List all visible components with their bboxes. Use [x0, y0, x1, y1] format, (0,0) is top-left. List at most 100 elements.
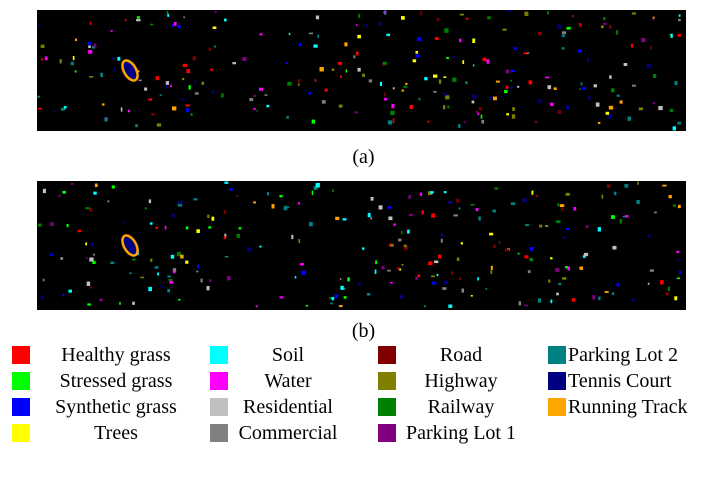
pixel: [639, 108, 643, 111]
pixel: [299, 239, 301, 243]
pixel: [166, 86, 168, 89]
pixel: [89, 76, 93, 78]
pixel: [491, 266, 493, 270]
pixel: [87, 42, 90, 45]
pixel: [224, 236, 226, 239]
pixel: [567, 266, 570, 270]
pixel: [150, 259, 152, 262]
caption: (a): [0, 146, 727, 169]
pixel: [256, 306, 258, 308]
pixel: [67, 224, 69, 227]
pixel: [167, 11, 169, 15]
pixel: [525, 224, 529, 226]
pixel: [102, 103, 105, 105]
pixel: [447, 106, 449, 109]
pixel: [280, 296, 284, 298]
pixel: [62, 191, 66, 194]
pixel: [113, 57, 115, 59]
pixel: [148, 98, 152, 100]
pixel: [557, 203, 559, 206]
pixel: [178, 25, 181, 29]
pixel: [186, 108, 189, 112]
pixel: [379, 205, 383, 209]
pixel: [45, 56, 48, 60]
pixel: [478, 216, 481, 220]
pixel: [628, 117, 632, 121]
pixel: [511, 202, 515, 205]
pixel: [448, 305, 452, 308]
classification-map: [37, 10, 686, 131]
pixel: [60, 257, 63, 260]
pixel: [462, 289, 465, 293]
pixel: [550, 257, 553, 259]
pixel: [483, 58, 487, 61]
pixel: [620, 100, 623, 103]
pixel: [614, 192, 616, 195]
pixel: [189, 85, 191, 89]
pixel: [315, 79, 317, 82]
pixel: [37, 96, 40, 98]
pixel: [111, 30, 113, 32]
pixel: [623, 216, 625, 218]
pixel: [370, 217, 372, 220]
caption: (b): [0, 320, 727, 343]
pixel: [548, 85, 552, 89]
pixel: [437, 18, 440, 21]
pixel: [242, 57, 246, 61]
pixel: [506, 86, 509, 89]
pixel: [598, 122, 600, 124]
pixel: [316, 16, 319, 20]
pixel: [119, 302, 121, 305]
pixel: [298, 202, 300, 204]
pixel: [430, 191, 434, 193]
pixel: [611, 88, 615, 92]
pixel: [340, 76, 342, 78]
pixel: [451, 271, 453, 274]
pixel: [93, 192, 96, 195]
pixel: [536, 195, 538, 198]
pixel: [620, 219, 622, 223]
pixel: [87, 303, 91, 305]
pixel: [186, 69, 190, 73]
pixel: [648, 283, 650, 285]
pixel: [558, 24, 561, 28]
pixel: [167, 289, 170, 292]
pixel: [510, 80, 512, 82]
pixel: [413, 59, 417, 62]
pixel: [407, 230, 410, 234]
pixel: [237, 234, 240, 238]
pixel: [138, 80, 141, 82]
pixel: [529, 80, 533, 84]
pixel: [616, 30, 618, 34]
pixel: [213, 27, 217, 29]
pixel: [338, 62, 342, 65]
pixel: [428, 261, 432, 265]
pixel: [404, 245, 407, 248]
pixel: [420, 11, 422, 15]
pixel: [195, 80, 197, 84]
pixel: [353, 55, 355, 58]
pixel: [286, 62, 288, 64]
pixel: [284, 206, 288, 210]
pixel: [178, 299, 181, 301]
pixel: [524, 255, 528, 258]
pixel: [632, 298, 634, 301]
pixel: [601, 26, 604, 29]
pixel: [298, 84, 300, 86]
pixel: [150, 222, 153, 224]
pixel: [671, 34, 673, 38]
pixel: [41, 45, 45, 48]
legend-swatch: [548, 398, 566, 416]
pixel: [596, 103, 600, 107]
pixel: [441, 234, 443, 236]
pixel: [89, 208, 92, 212]
pixel: [132, 259, 135, 261]
pixel: [452, 78, 456, 82]
pixel: [402, 90, 404, 92]
pixel: [556, 220, 560, 223]
pixel: [279, 195, 282, 197]
pixel: [586, 225, 589, 228]
pixel: [647, 235, 650, 237]
pixel: [249, 98, 253, 101]
pixel: [232, 62, 236, 64]
